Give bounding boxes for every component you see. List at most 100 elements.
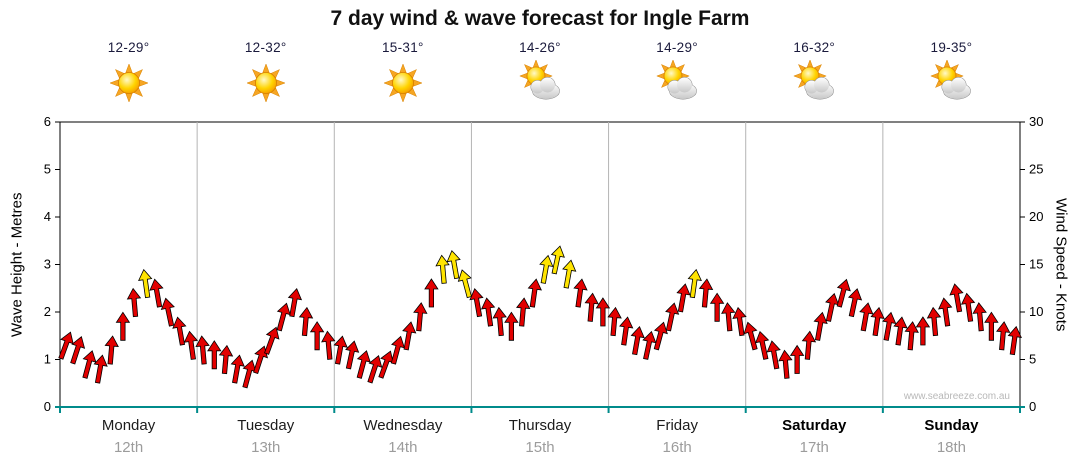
wind-arrow	[218, 344, 234, 375]
wind-arrow	[665, 302, 680, 332]
wind-arrow	[562, 259, 577, 289]
wind-arrow	[960, 292, 976, 322]
wind-arrow	[160, 297, 175, 327]
weather-icon-sunny	[60, 60, 197, 106]
day-label-wednesday: Wednesday 14th	[334, 417, 471, 456]
day-header-friday: 14-29°	[609, 40, 746, 106]
weather-icon-partly-cloudy	[471, 59, 608, 106]
day-date: 13th	[251, 439, 281, 456]
wind-arrow	[789, 344, 805, 374]
wind-arrow	[207, 340, 222, 370]
left-axis-title: Wave Height - Metres	[8, 192, 26, 337]
day-date: 15th	[525, 439, 555, 456]
wind-arrow	[972, 302, 987, 332]
wind-arrow	[435, 254, 450, 284]
wind-arrow	[743, 321, 758, 351]
sun-cloud-icon	[930, 59, 972, 100]
wind-arrow	[607, 306, 622, 337]
wind-arrow	[264, 326, 280, 355]
temperature-range: 14-26°	[519, 40, 561, 55]
weather-icon-partly-cloudy	[609, 59, 746, 106]
wind-arrow	[93, 354, 108, 384]
wind-arrow	[183, 330, 199, 360]
right-axis-tick-label: 25	[1029, 162, 1043, 177]
day-header-monday: 12-29°	[60, 40, 197, 106]
sun-icon	[108, 63, 149, 103]
wind-arrow	[550, 245, 565, 275]
wind-arrow	[778, 349, 793, 379]
day-label-friday: Friday 16th	[609, 417, 746, 456]
wind-arrow	[402, 321, 417, 351]
wind-arrow	[893, 316, 908, 346]
wind-arrow	[755, 330, 770, 360]
day-date: 18th	[936, 439, 967, 456]
wind-arrow	[732, 306, 747, 337]
wind-arrow	[367, 354, 383, 384]
day-headers-row: 12-29° 12-32° 15-31° 14-26° 14-29° 16-32…	[60, 40, 1020, 122]
sun-icon	[245, 63, 286, 103]
day-label-thursday: Thursday 15th	[471, 417, 608, 456]
wind-arrow	[836, 278, 851, 308]
weather-icon-sunny	[197, 60, 334, 106]
left-axis-tick-label: 0	[44, 399, 51, 414]
day-header-saturday: 16-32°	[746, 40, 883, 106]
wind-arrow	[859, 302, 874, 332]
wind-arrow	[984, 311, 999, 341]
wind-arrow	[82, 350, 97, 379]
wind-arrow	[687, 268, 702, 299]
wind-arrow	[642, 330, 657, 360]
wind-arrow	[813, 311, 828, 341]
wind-arrow	[457, 269, 472, 299]
left-axis-tick-label: 4	[44, 209, 51, 224]
wind-arrow	[138, 268, 153, 299]
wind-arrow	[801, 330, 817, 360]
wind-arrow	[915, 316, 931, 346]
wind-arrow	[321, 330, 336, 360]
day-label-tuesday: Tuesday 13th	[197, 417, 334, 456]
wind-arrow	[413, 302, 428, 332]
wind-arrow	[1007, 325, 1022, 356]
wind-arrow	[480, 297, 496, 327]
wind-arrow	[446, 249, 461, 280]
day-label-sunday: Sunday 18th	[883, 417, 1020, 456]
right-axis-tick-label: 30	[1029, 114, 1043, 129]
wind-arrow	[584, 292, 599, 322]
day-date: 16th	[662, 439, 692, 456]
wind-arrow	[333, 335, 348, 365]
wind-arrow	[926, 306, 942, 337]
wind-arrow	[870, 306, 885, 337]
chart-title: 7 day wind & wave forecast for Ingle Far…	[330, 7, 750, 30]
left-axis-tick-label: 2	[44, 304, 51, 319]
wind-arrow	[276, 302, 291, 332]
left-axis-tick-label: 5	[44, 162, 51, 177]
day-header-tuesday: 12-32°	[197, 40, 334, 106]
day-date: 12th	[113, 439, 144, 456]
wind-arrow	[516, 297, 531, 327]
wind-arrow	[949, 283, 964, 313]
weather-icon-sunny	[334, 60, 471, 106]
day-label-saturday: Saturday 17th	[746, 417, 883, 456]
right-axis-tick-label: 15	[1029, 257, 1043, 272]
wind-arrow	[698, 278, 714, 308]
wind-arrow	[195, 335, 210, 365]
sun-cloud-icon	[519, 59, 560, 100]
wind-arrow	[709, 292, 725, 322]
temperature-range: 14-29°	[656, 40, 698, 55]
wind-arrow	[309, 321, 325, 351]
wind-arrow	[492, 306, 507, 337]
temperature-range: 12-29°	[107, 40, 150, 55]
watermark-text: www.seabreeze.com.au	[903, 391, 1010, 402]
day-name: Tuesday	[237, 417, 295, 434]
right-axis-tick-label: 5	[1029, 352, 1036, 367]
wind-arrow	[766, 340, 781, 370]
wind-arrow	[996, 321, 1011, 351]
wind-arrow	[253, 345, 268, 374]
x-axis-day-labels: Monday 12th Tuesday 13th Wednesday 14th Thursd…	[60, 417, 1020, 473]
day-date: 14th	[388, 439, 418, 456]
wind-arrow	[595, 297, 611, 327]
temperature-range: 15-31°	[381, 40, 424, 55]
wind-arrow	[721, 302, 736, 332]
day-name: Monday	[101, 417, 156, 434]
day-name: Saturday	[782, 417, 847, 434]
